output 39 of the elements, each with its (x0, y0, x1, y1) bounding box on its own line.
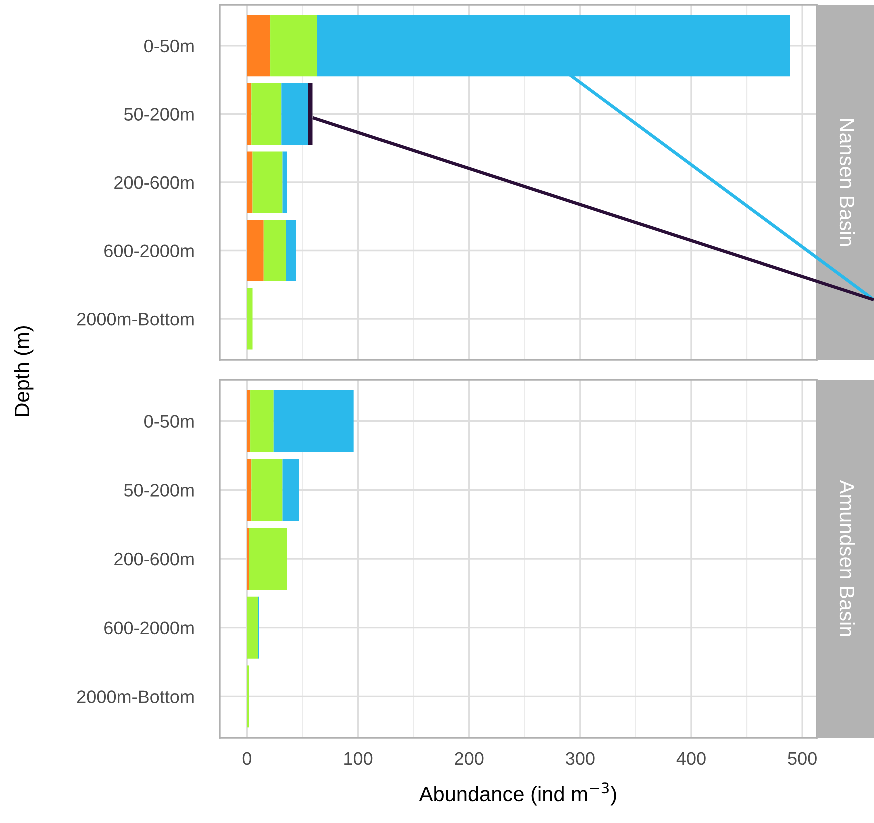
x-axis-title: Abundance (ind m$^{−3}$) (419, 782, 616, 806)
x-tick-label: 0 (242, 752, 252, 766)
bar (274, 390, 354, 452)
bar (247, 596, 258, 659)
bar (247, 220, 264, 282)
bar (247, 390, 251, 452)
bar (252, 459, 283, 522)
bar (270, 15, 318, 77)
bar (247, 152, 253, 214)
bar (247, 84, 252, 145)
x-tick-label: 500 (788, 752, 817, 766)
bar (252, 152, 283, 214)
x-tick-label: 200 (455, 752, 484, 766)
y-tick-label: 0-50m (144, 40, 194, 53)
y-tick-label: 2000m-Bottom (78, 690, 194, 704)
x-tick-label: 300 (566, 752, 595, 766)
bar (247, 15, 271, 77)
x-tick-label: 100 (344, 752, 373, 766)
text: Amundsen Basin (840, 480, 856, 636)
bar (249, 528, 288, 590)
y-tick-label: 2000m-Bottom (78, 312, 194, 326)
y-tick-label: 50-200m (124, 484, 194, 497)
bar (250, 390, 274, 452)
bar (252, 84, 282, 145)
bar (282, 459, 300, 522)
y-tick-label: 50-200m (124, 108, 194, 121)
y-tick-label: 0-50m (144, 415, 194, 428)
x-tick-label: 400 (676, 752, 706, 766)
y-axis-title: Depth (m) (14, 326, 34, 416)
bar (247, 288, 253, 350)
y-tick-label: 600-2000m (104, 244, 194, 258)
y-tick-label: 200-600m (114, 176, 194, 190)
bar (264, 220, 286, 282)
text: Nansen Basin (840, 119, 856, 246)
y-tick-label: 600-2000m (104, 622, 194, 635)
y-tick-label: 200-600m (114, 552, 194, 566)
bar (247, 459, 252, 522)
bar (286, 220, 296, 282)
bar (282, 84, 308, 145)
